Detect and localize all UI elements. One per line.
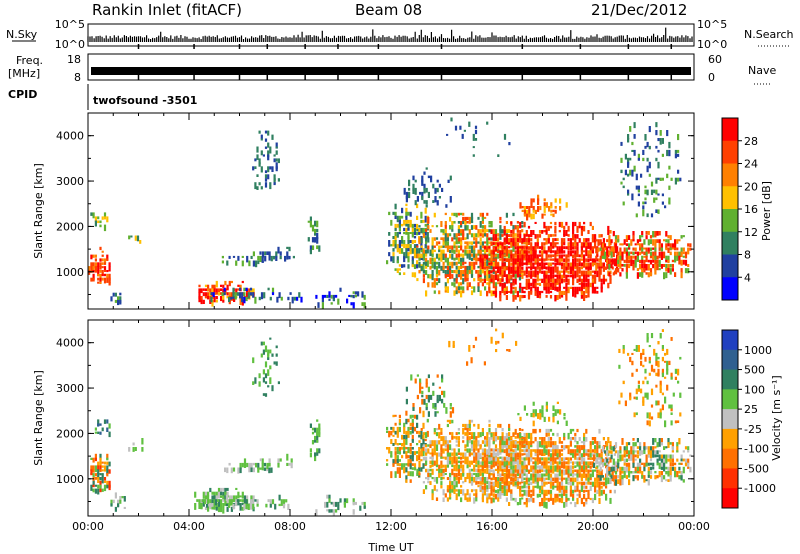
velocity-panel: 1000 2000 3000 4000 00:00 04:00 08:00 12:00 16:… [32, 319, 783, 554]
colorbar-tick: 8 [744, 249, 751, 262]
y-tick-label: 4000 [56, 130, 84, 143]
colorbar-tick: 12 [744, 226, 758, 239]
colorbar-tick: -100 [744, 443, 769, 456]
x-tick-label: 20:00 [577, 520, 609, 533]
colorbar-tick: 4 [744, 271, 751, 284]
velocity-y-axis: 1000 2000 3000 4000 [56, 337, 694, 502]
velocity-frame [87, 319, 695, 517]
y-tick-label: 4000 [56, 337, 84, 350]
nave-tick-bottom: 0 [708, 71, 715, 84]
colorbar-tick: 100 [744, 383, 765, 396]
beam-title: Beam 08 [355, 1, 422, 19]
y-tick-label: 3000 [56, 175, 84, 188]
nsky-label: N.Sky [6, 28, 38, 41]
x-tick-label: 12:00 [375, 520, 407, 533]
time-xlabel: Time UT [367, 541, 413, 554]
freq-trace [91, 67, 691, 80]
cpid-row: CPID twofsound -3501 [8, 84, 197, 110]
colorbar-tick: -1000 [744, 482, 776, 495]
cpid-label: CPID [8, 88, 37, 101]
nsky-trace [87, 27, 693, 49]
nsky-tick-bottom: 10^0 [55, 38, 85, 51]
freq-tick-top: 18 [67, 53, 81, 66]
colorbar-tick: 500 [744, 364, 765, 377]
y-tick-label: 2000 [56, 220, 84, 233]
freq-panel: Freq. [MHz] 18 8 60 0 Nave [8, 53, 776, 85]
colorbar-tick: 25 [744, 403, 758, 416]
nsky-panel: N.Sky 10^5 10^0 10^5 10^0 N.Search [6, 18, 794, 51]
velocity-colorbar: 1000 500 100 25 -25 -100 -500 -1000 [721, 329, 776, 509]
x-tick-label: 00:00 [678, 520, 710, 533]
power-colorbar-label: Power [dB] [760, 181, 773, 241]
cpid-value: twofsound -3501 [93, 94, 197, 107]
nsearch-tick-top: 10^5 [697, 18, 727, 31]
y-tick-label: 3000 [56, 382, 84, 395]
velocity-ylabel: Slant Range [km] [32, 370, 45, 466]
x-tick-label: 16:00 [476, 520, 508, 533]
y-tick-label: 1000 [56, 266, 84, 279]
freq-label-2: [MHz] [8, 67, 40, 80]
power-ylabel: Slant Range [km] [32, 163, 45, 259]
station-title: Rankin Inlet (fitACF) [92, 1, 242, 19]
y-tick-label: 1000 [56, 473, 84, 486]
power-scatter [88, 117, 692, 310]
power-colorbar: 28 24 20 16 12 8 4 [721, 117, 758, 301]
nsky-tick-top: 10^5 [55, 18, 85, 31]
power-y-axis: 1000 2000 3000 4000 [56, 130, 694, 295]
nave-label: Nave [748, 64, 776, 77]
colorbar-tick: 24 [744, 158, 758, 171]
velocity-x-axis: 00:00 04:00 08:00 12:00 16:00 20:00 00:00 [72, 320, 710, 533]
colorbar-tick: 1000 [744, 344, 772, 357]
freq-label-1: Freq. [16, 54, 43, 67]
date-title: 21/Dec/2012 [591, 1, 687, 19]
colorbar-tick: 16 [744, 203, 758, 216]
y-tick-label: 2000 [56, 427, 84, 440]
freq-tick-bottom: 8 [74, 71, 81, 84]
x-tick-label: 04:00 [173, 520, 205, 533]
colorbar-tick: -25 [744, 423, 762, 436]
nsearch-label: N.Search [744, 28, 794, 41]
colorbar-tick: 20 [744, 180, 758, 193]
x-tick-label: 00:00 [72, 520, 104, 533]
colorbar-tick: 28 [744, 135, 758, 148]
power-x-axis [87, 113, 695, 309]
velocity-scatter [90, 328, 692, 516]
colorbar-tick: -500 [744, 462, 769, 475]
nave-tick-top: 60 [708, 53, 722, 66]
nsearch-tick-bottom: 10^0 [697, 38, 727, 51]
x-tick-label: 08:00 [274, 520, 306, 533]
velocity-colorbar-label: Velocity [m s⁻¹] [770, 375, 783, 460]
power-panel: 1000 2000 3000 4000 Slant Range [km] 28 24 20… [32, 112, 773, 310]
